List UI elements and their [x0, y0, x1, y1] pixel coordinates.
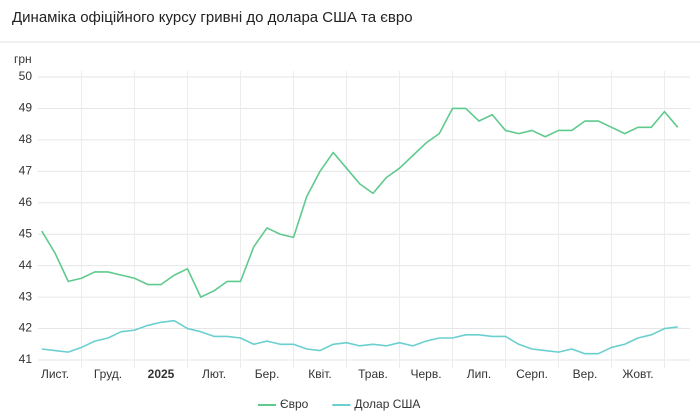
y-tick-label: 49 [19, 101, 33, 115]
y-axis-label: грн [14, 52, 32, 66]
chart-title: Динаміка офіційного курсу гривні до дола… [12, 9, 413, 26]
x-tick-label: Жовт. [622, 367, 653, 381]
legend-label: Долар США [354, 397, 420, 411]
x-tick-label: Трав. [358, 367, 388, 381]
y-tick-label: 48 [19, 132, 33, 146]
y-tick-label: 41 [19, 352, 33, 366]
x-tick-label: Вер. [573, 367, 598, 381]
series-line [41, 107, 679, 298]
y-tick-label: 46 [19, 195, 33, 209]
y-tick-label: 43 [19, 289, 33, 303]
y-tick-label: 47 [19, 164, 33, 178]
x-tick-label: 2025 [148, 367, 175, 381]
y-tick-label: 45 [19, 226, 33, 240]
y-tick-label: 50 [19, 69, 33, 83]
x-tick-label: Черв. [410, 367, 441, 381]
x-tick-label: Лип. [467, 367, 491, 381]
legend-label: Євро [280, 397, 309, 411]
x-tick-label: Груд. [94, 367, 122, 381]
series-line [41, 319, 678, 355]
x-tick-label: Бер. [255, 367, 280, 381]
x-tick-label: Серп. [516, 367, 548, 381]
x-tick-label: Лют. [202, 367, 226, 381]
y-tick-label: 44 [19, 258, 33, 272]
x-tick-label: Квіт. [308, 367, 332, 381]
x-tick-label: Лист. [41, 367, 69, 381]
y-tick-label: 42 [19, 321, 33, 335]
